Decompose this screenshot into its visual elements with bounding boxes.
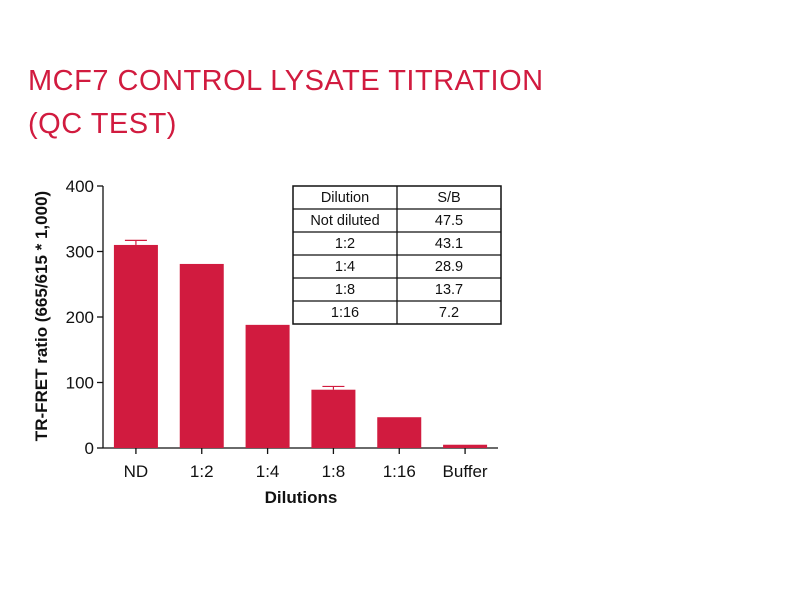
y-axis-title: TR-FRET ratio (665/615 * 1,000) (32, 191, 51, 441)
table-cell: 28.9 (435, 259, 463, 275)
y-tick-label: 200 (66, 308, 94, 327)
x-tick-label: Buffer (443, 462, 488, 481)
sb-table: Dilution S/B Not diluted 47.5 1:2 43.1 1:4 28.9… (292, 185, 502, 325)
table-cell: 1:4 (335, 259, 355, 275)
table-cell: 1:8 (335, 282, 355, 298)
bar (443, 444, 488, 448)
bar (113, 244, 158, 448)
table-cell: 43.1 (435, 236, 463, 252)
x-tick-label: 1:2 (190, 462, 214, 481)
bar (245, 324, 290, 448)
table-cell: Not diluted (310, 213, 379, 229)
y-tick-label: 100 (66, 374, 94, 393)
bar (311, 389, 356, 448)
x-axis-title: Dilutions (265, 488, 338, 507)
y-tick-label: 400 (66, 177, 94, 196)
x-tick-label: ND (124, 462, 149, 481)
chart-axes: 0 100 200 300 400 ND 1:2 1:4 1:8 1:16 Buffer (66, 177, 498, 481)
table-cell: 1:16 (331, 305, 359, 321)
table-cell: 13.7 (435, 282, 463, 298)
table-header-cell: Dilution (321, 190, 369, 206)
x-tick-label: 1:4 (256, 462, 280, 481)
x-tick-label: 1:16 (383, 462, 416, 481)
table-cell: 7.2 (439, 305, 459, 321)
chart-title-line1: MCF7 CONTROL LYSATE TITRATION (28, 65, 544, 97)
y-tick-label: 300 (66, 243, 94, 262)
chart-bars (113, 239, 488, 448)
chart-title: MCF7 CONTROL LYSATE TITRATION (QC TEST) (28, 60, 628, 146)
table-header-cell: S/B (437, 190, 460, 206)
y-tick-label: 0 (85, 439, 94, 458)
table-cell: 1:2 (335, 236, 355, 252)
x-tick-label: 1:8 (322, 462, 346, 481)
chart-title-line2: (QC TEST) (28, 108, 177, 140)
bar (377, 417, 422, 448)
table-cell: 47.5 (435, 213, 463, 229)
bar (179, 263, 224, 448)
